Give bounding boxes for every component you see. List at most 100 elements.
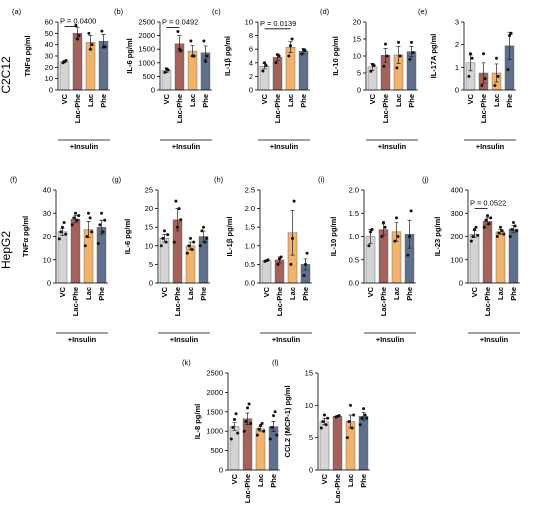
y-tick-label: 2500	[138, 18, 155, 27]
row-label: C2C12	[0, 56, 13, 94]
data-point	[277, 54, 281, 58]
x-tick-label: Lac	[186, 287, 195, 300]
y-tick-label: 30	[43, 209, 51, 218]
y-tick-label: 2000	[206, 388, 223, 397]
x-tick-label: Lac	[496, 287, 505, 300]
data-point	[192, 54, 196, 58]
x-tick-label: Lac	[392, 287, 401, 300]
data-point	[362, 407, 365, 411]
y-axis-label: IL-6 pg/ml	[123, 219, 132, 254]
data-point	[406, 253, 410, 257]
x-tick-label: Phe	[509, 287, 518, 301]
data-point	[202, 225, 205, 229]
y-tick-label: 500	[210, 446, 223, 455]
y-tick-label: 10	[305, 401, 313, 410]
y-tick-label: 20	[45, 63, 53, 72]
data-point	[100, 29, 104, 33]
data-point	[395, 66, 399, 70]
y-axis-label: TNFα pg/ml	[21, 216, 30, 257]
y-axis-label: CCL2 (MCP-1) pg/ml	[283, 385, 292, 457]
data-point	[290, 37, 294, 41]
data-point	[349, 403, 352, 407]
data-point	[198, 244, 202, 248]
y-tick-label: 10	[245, 18, 253, 27]
data-point	[101, 230, 105, 234]
bar	[482, 221, 493, 284]
data-point	[85, 235, 89, 238]
data-point	[74, 211, 77, 215]
data-point	[302, 274, 306, 278]
data-point	[257, 427, 261, 431]
data-point	[76, 37, 79, 41]
data-point	[487, 222, 491, 226]
data-point	[365, 416, 369, 420]
x-tick-label: Phe	[301, 287, 310, 301]
x-tick-label: Phe	[99, 94, 108, 108]
data-point	[205, 54, 209, 58]
x-tick-label: VC	[60, 93, 69, 104]
y-tick-label: 15	[305, 369, 313, 378]
bar	[198, 236, 209, 284]
data-point	[274, 61, 278, 65]
data-point	[300, 52, 304, 56]
bar	[345, 421, 356, 471]
data-point	[484, 218, 488, 222]
x-axis-label: +Insulin	[270, 142, 299, 151]
y-tick-label: 8	[249, 31, 253, 40]
data-point	[59, 230, 63, 234]
panel-label: (d)	[320, 7, 330, 16]
axes	[159, 22, 212, 91]
data-point	[509, 31, 513, 35]
data-point	[367, 244, 371, 248]
y-tick-label: 20	[43, 232, 51, 241]
data-point	[98, 223, 102, 227]
x-tick-label: Lac-Phe	[73, 94, 82, 123]
data-point	[397, 40, 400, 44]
data-point	[276, 262, 280, 266]
x-tick-label: Phe	[199, 287, 208, 301]
data-point	[289, 262, 293, 266]
x-tick-label: Lac	[84, 287, 93, 300]
y-axis-label: IL-10 pg/ml	[329, 217, 338, 257]
y-tick-label: 0	[309, 466, 313, 475]
bar	[242, 418, 253, 471]
data-point	[263, 61, 266, 65]
y-axis-label: IL-1β pg/ml	[225, 217, 234, 257]
x-tick-label: Lac	[256, 474, 265, 487]
data-point	[88, 216, 92, 220]
bar	[274, 259, 285, 284]
x-tick-label: Lac	[394, 94, 403, 107]
panel-label: (a)	[12, 7, 22, 16]
data-point	[483, 77, 487, 81]
data-point	[64, 232, 68, 236]
p-value: P = 0.0139	[260, 19, 296, 28]
data-point	[495, 56, 498, 60]
data-point	[163, 70, 167, 74]
data-point	[500, 229, 504, 233]
data-point	[350, 426, 354, 430]
x-tick-label: Lac-Phe	[479, 94, 488, 123]
data-point	[383, 225, 387, 229]
data-point	[72, 216, 76, 220]
data-point	[57, 237, 61, 241]
x-tick-label: VC	[160, 286, 169, 297]
x-axis-label: +Insulin	[170, 335, 199, 344]
data-point	[75, 218, 79, 222]
data-point	[502, 232, 506, 236]
data-point	[409, 209, 413, 213]
y-tick-label: 1.5	[245, 223, 255, 232]
panel-label: (c)	[212, 7, 221, 16]
data-point	[287, 54, 291, 58]
p-value: P = 0.0400	[60, 17, 96, 26]
data-point	[345, 436, 349, 440]
x-axis-label: +Insulin	[376, 335, 405, 344]
data-point	[249, 421, 253, 425]
data-point	[395, 216, 398, 220]
x-tick-label: Lac-Phe	[273, 94, 282, 123]
x-tick-label: VC	[320, 473, 329, 484]
y-tick-label: 5	[149, 260, 153, 269]
data-point	[408, 57, 412, 61]
x-tick-label: Lac	[286, 94, 295, 107]
y-tick-label: 2500	[206, 369, 223, 378]
